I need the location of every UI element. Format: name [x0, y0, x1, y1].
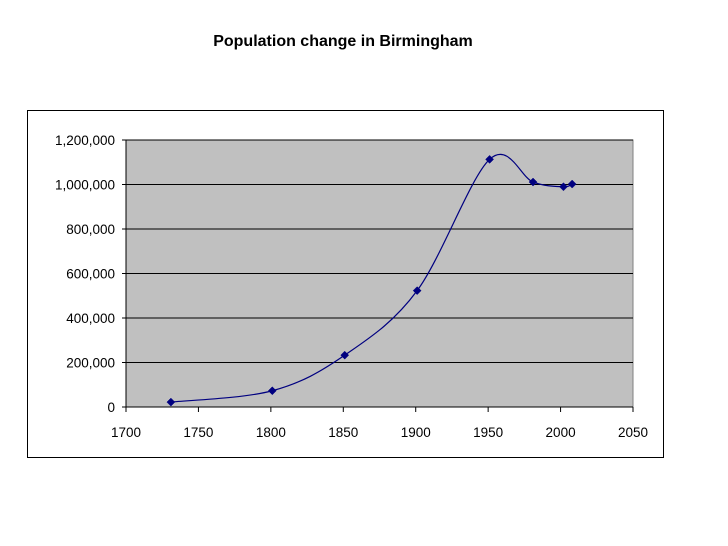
x-tick-label: 2000 [546, 425, 576, 440]
y-tick-label: 0 [107, 400, 115, 415]
y-tick-label: 800,000 [66, 222, 115, 237]
y-tick-label: 1,200,000 [55, 133, 115, 148]
data-point-marker [412, 286, 422, 295]
data-point-marker [485, 155, 494, 164]
chart-title: Population change in Birmingham [213, 33, 473, 50]
x-tick-label: 1850 [328, 425, 358, 440]
data-point-marker [559, 182, 568, 192]
x-tick-label: 1800 [256, 425, 286, 440]
data-point-marker [166, 397, 176, 407]
x-tick-label: 1950 [473, 425, 503, 440]
y-tick-label: 600,000 [66, 267, 115, 282]
y-tick-label: 200,000 [66, 356, 115, 371]
x-tick-label: 1700 [111, 425, 141, 440]
y-tick-label: 1,000,000 [55, 178, 115, 193]
data-point-marker [267, 386, 277, 396]
data-point-marker [528, 177, 538, 187]
data-point-marker [567, 179, 577, 189]
x-tick-label: 1750 [183, 425, 213, 440]
y-tick-label: 400,000 [66, 311, 115, 326]
x-tick-label: 2050 [618, 425, 648, 440]
data-point-marker [340, 350, 350, 360]
x-tick-label: 1900 [401, 425, 431, 440]
